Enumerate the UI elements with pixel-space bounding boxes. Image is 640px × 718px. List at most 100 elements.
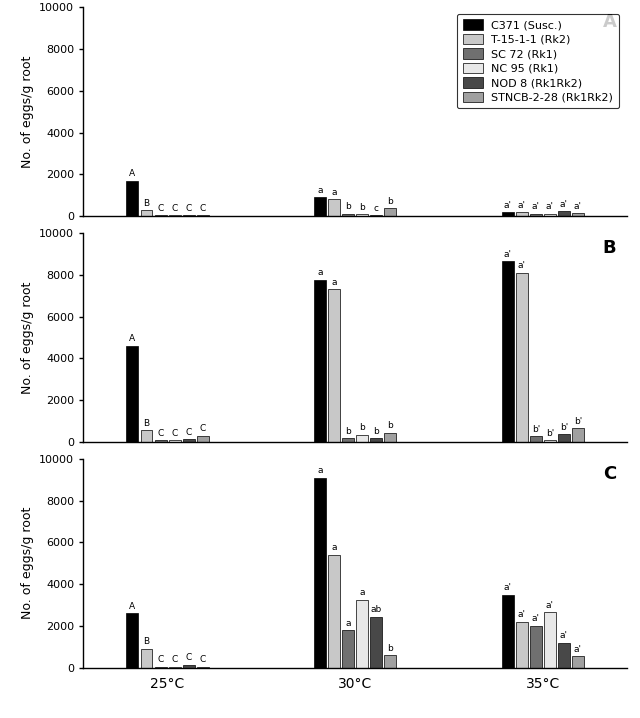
- Text: a': a': [518, 261, 525, 270]
- Bar: [356, 600, 368, 668]
- Bar: [197, 436, 209, 442]
- Text: a': a': [546, 601, 554, 610]
- Text: a': a': [574, 645, 582, 653]
- Bar: [342, 630, 354, 668]
- Text: C: C: [186, 428, 192, 437]
- Bar: [356, 214, 368, 216]
- Bar: [183, 665, 195, 668]
- Bar: [530, 436, 541, 442]
- Text: C: C: [157, 429, 164, 438]
- Text: a': a': [504, 201, 511, 210]
- Text: C: C: [186, 653, 192, 662]
- Bar: [127, 181, 138, 216]
- Bar: [558, 643, 570, 668]
- Bar: [127, 346, 138, 442]
- Bar: [502, 213, 513, 216]
- Text: C: C: [200, 656, 206, 664]
- Text: a': a': [518, 610, 525, 619]
- Text: a': a': [518, 201, 525, 210]
- Text: B: B: [143, 419, 150, 428]
- Text: b': b': [574, 417, 582, 426]
- Text: ab: ab: [371, 605, 382, 614]
- Bar: [197, 667, 209, 668]
- Bar: [314, 197, 326, 216]
- Y-axis label: No. of eggs/g root: No. of eggs/g root: [20, 507, 34, 620]
- Text: A: A: [129, 335, 136, 343]
- Text: B: B: [143, 638, 150, 646]
- Bar: [516, 213, 527, 216]
- Bar: [342, 438, 354, 442]
- Bar: [502, 261, 513, 442]
- Text: a': a': [532, 615, 540, 623]
- Bar: [516, 273, 527, 442]
- Text: C: C: [172, 429, 178, 438]
- Text: a': a': [546, 202, 554, 211]
- Bar: [169, 667, 180, 668]
- Bar: [558, 211, 570, 216]
- Text: B: B: [143, 199, 150, 208]
- Text: a: a: [332, 278, 337, 287]
- Text: a: a: [317, 186, 323, 195]
- Text: A: A: [129, 602, 136, 611]
- Text: a': a': [560, 631, 568, 640]
- Text: a: a: [346, 619, 351, 628]
- Bar: [169, 215, 180, 216]
- Text: b: b: [346, 202, 351, 211]
- Bar: [127, 613, 138, 668]
- Text: a: a: [332, 188, 337, 197]
- Bar: [155, 215, 166, 216]
- Text: a: a: [360, 588, 365, 597]
- Bar: [530, 626, 541, 668]
- Bar: [328, 200, 340, 216]
- Bar: [141, 649, 152, 668]
- Bar: [155, 667, 166, 668]
- Text: b: b: [373, 426, 379, 436]
- Bar: [572, 656, 584, 668]
- Bar: [314, 280, 326, 442]
- Text: a: a: [317, 466, 323, 475]
- Text: a': a': [532, 202, 540, 211]
- Bar: [169, 440, 180, 442]
- Y-axis label: No. of eggs/g root: No. of eggs/g root: [20, 281, 34, 393]
- Text: B: B: [603, 239, 616, 257]
- Bar: [530, 213, 541, 216]
- Bar: [544, 440, 556, 442]
- Text: b': b': [560, 422, 568, 432]
- Bar: [183, 439, 195, 442]
- Y-axis label: No. of eggs/g root: No. of eggs/g root: [20, 55, 34, 168]
- Text: b: b: [359, 423, 365, 432]
- Text: a: a: [317, 269, 323, 277]
- Bar: [572, 429, 584, 442]
- Bar: [328, 555, 340, 668]
- Text: a: a: [332, 544, 337, 552]
- Bar: [314, 477, 326, 668]
- Bar: [141, 210, 152, 216]
- Text: b: b: [387, 421, 393, 430]
- Bar: [385, 432, 396, 442]
- Bar: [197, 215, 209, 216]
- Bar: [342, 214, 354, 216]
- Bar: [516, 622, 527, 668]
- Bar: [502, 595, 513, 668]
- Text: b: b: [387, 644, 393, 653]
- Bar: [385, 208, 396, 216]
- Text: a': a': [560, 200, 568, 209]
- Text: C: C: [186, 204, 192, 213]
- Bar: [155, 440, 166, 442]
- Text: C: C: [172, 204, 178, 213]
- Bar: [371, 215, 382, 216]
- Text: c: c: [374, 204, 379, 213]
- Bar: [544, 213, 556, 216]
- Text: a': a': [504, 583, 511, 592]
- Text: A: A: [129, 169, 136, 178]
- Bar: [371, 438, 382, 442]
- Text: C: C: [157, 204, 164, 213]
- Text: b: b: [346, 426, 351, 436]
- Text: A: A: [602, 14, 616, 32]
- Bar: [371, 617, 382, 668]
- Bar: [572, 213, 584, 216]
- Bar: [558, 434, 570, 442]
- Text: C: C: [603, 465, 616, 483]
- Bar: [385, 656, 396, 668]
- Bar: [544, 612, 556, 668]
